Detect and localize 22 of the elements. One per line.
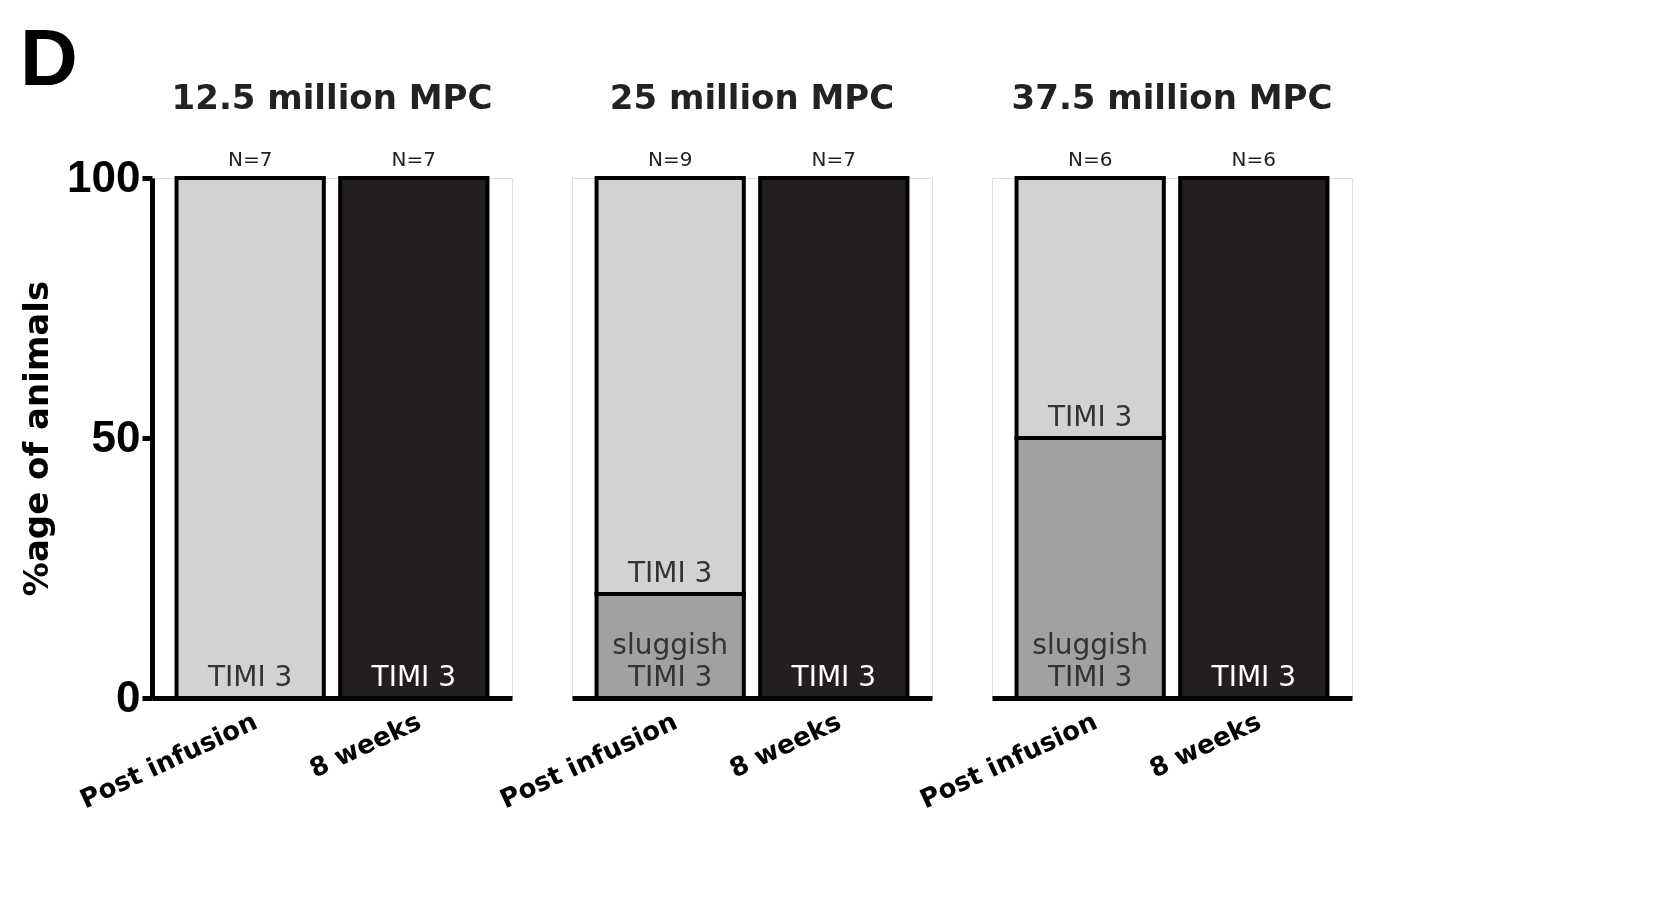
series-label: sluggish TIMI 3 [612, 628, 729, 693]
chart-title: 25 million MPC [609, 77, 895, 117]
y-tick-label: 100 [67, 151, 141, 201]
annotation: N=6 [1231, 147, 1277, 171]
series-label: sluggish TIMI 3 [1032, 628, 1149, 693]
y-tick-label: 50 [91, 411, 141, 461]
text: D [20, 12, 78, 102]
series-label: TIMI 3 [206, 660, 293, 693]
annotation: N=9 [647, 147, 693, 171]
annotation: N=6 [1067, 147, 1113, 171]
y-axis-title: %age of animals [16, 280, 57, 597]
y-tick-label: 0 [116, 671, 141, 721]
annotation: N=7 [811, 147, 857, 171]
chart-title: 12.5 million MPC [171, 77, 493, 117]
text: TIMI 3 [1211, 660, 1297, 693]
text: TIMI 3 [791, 660, 877, 693]
chart-title: 37.5 million MPC [1011, 77, 1333, 117]
series-label: TIMI 3 [626, 556, 713, 589]
annotation: N=7 [391, 147, 437, 171]
text: TIMI 3 [371, 660, 457, 693]
series-label: TIMI 3 [1046, 400, 1133, 433]
annotation: N=7 [227, 147, 273, 171]
